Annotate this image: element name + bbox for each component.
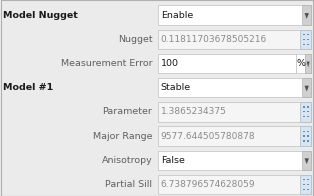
Text: %: % [296, 59, 305, 68]
Polygon shape [307, 62, 310, 67]
FancyBboxPatch shape [305, 54, 311, 73]
FancyBboxPatch shape [307, 44, 309, 45]
FancyBboxPatch shape [158, 175, 311, 194]
Text: Model #1: Model #1 [3, 83, 53, 92]
FancyBboxPatch shape [307, 116, 309, 117]
Text: Enable: Enable [161, 11, 193, 20]
FancyBboxPatch shape [302, 151, 311, 170]
FancyBboxPatch shape [307, 189, 309, 190]
Text: False: False [161, 156, 185, 165]
FancyBboxPatch shape [303, 131, 305, 132]
FancyBboxPatch shape [303, 106, 305, 108]
Polygon shape [305, 158, 309, 164]
FancyBboxPatch shape [307, 34, 309, 35]
FancyBboxPatch shape [303, 179, 305, 180]
FancyBboxPatch shape [307, 106, 309, 108]
FancyBboxPatch shape [300, 30, 311, 49]
FancyBboxPatch shape [303, 116, 305, 117]
FancyBboxPatch shape [158, 151, 311, 170]
FancyBboxPatch shape [303, 184, 305, 185]
FancyBboxPatch shape [300, 175, 311, 194]
FancyBboxPatch shape [303, 39, 305, 40]
Text: Stable: Stable [161, 83, 191, 92]
Text: Parameter: Parameter [102, 107, 152, 116]
Text: Partial Sill: Partial Sill [105, 180, 152, 189]
FancyBboxPatch shape [307, 39, 309, 40]
Polygon shape [305, 13, 309, 19]
FancyBboxPatch shape [158, 54, 311, 73]
FancyBboxPatch shape [303, 34, 305, 35]
FancyBboxPatch shape [303, 140, 305, 142]
FancyBboxPatch shape [158, 126, 311, 146]
FancyBboxPatch shape [307, 131, 309, 132]
FancyBboxPatch shape [307, 111, 309, 113]
FancyBboxPatch shape [158, 5, 311, 25]
FancyBboxPatch shape [307, 135, 309, 137]
FancyBboxPatch shape [303, 44, 305, 45]
FancyBboxPatch shape [303, 189, 305, 190]
FancyBboxPatch shape [302, 78, 311, 97]
FancyBboxPatch shape [302, 5, 311, 25]
FancyBboxPatch shape [158, 30, 311, 49]
FancyBboxPatch shape [303, 135, 305, 137]
Text: 0.11811703678505216: 0.11811703678505216 [161, 35, 267, 44]
Text: 100: 100 [161, 59, 179, 68]
FancyBboxPatch shape [158, 78, 311, 97]
Text: Nugget: Nugget [118, 35, 152, 44]
FancyBboxPatch shape [300, 126, 311, 146]
Text: 1.3865234375: 1.3865234375 [161, 107, 227, 116]
Text: Model Nugget: Model Nugget [3, 11, 77, 20]
FancyBboxPatch shape [307, 179, 309, 180]
Text: Major Range: Major Range [93, 132, 152, 141]
FancyBboxPatch shape [307, 184, 309, 185]
Polygon shape [305, 86, 309, 92]
Text: Measurement Error: Measurement Error [61, 59, 152, 68]
Text: 9577.644505780878: 9577.644505780878 [161, 132, 255, 141]
Text: Anisotropy: Anisotropy [101, 156, 152, 165]
FancyBboxPatch shape [303, 111, 305, 113]
FancyBboxPatch shape [307, 140, 309, 142]
FancyBboxPatch shape [296, 54, 305, 73]
FancyBboxPatch shape [158, 102, 311, 122]
FancyBboxPatch shape [300, 102, 311, 122]
Text: 6.738796574628059: 6.738796574628059 [161, 180, 255, 189]
